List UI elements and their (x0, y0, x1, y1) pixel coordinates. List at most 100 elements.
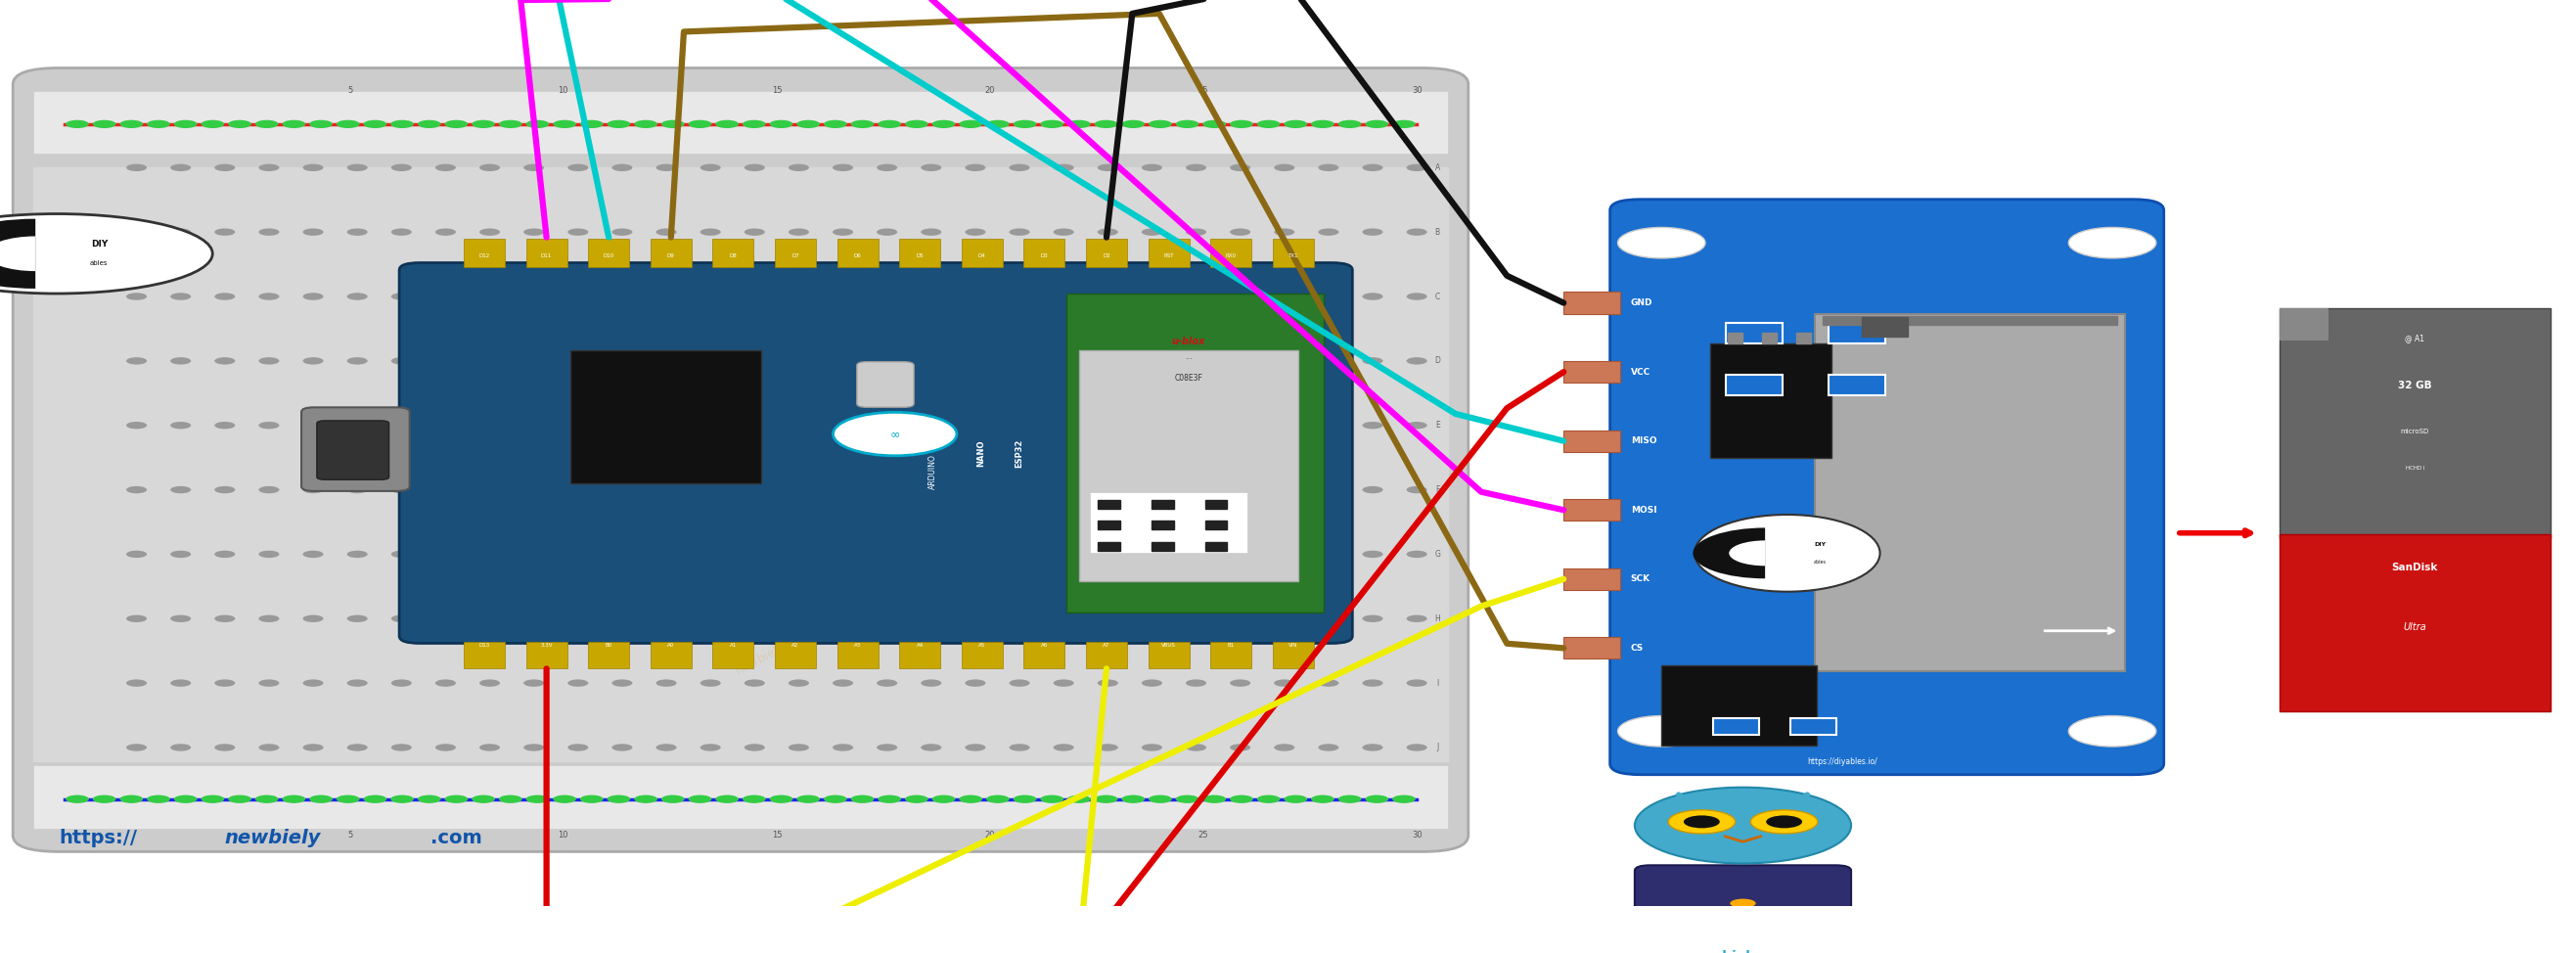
Circle shape (1319, 357, 1340, 365)
Circle shape (876, 679, 896, 687)
Circle shape (304, 164, 325, 172)
Circle shape (688, 120, 711, 129)
Circle shape (1203, 120, 1226, 129)
Text: D: D (1435, 356, 1440, 365)
Circle shape (716, 795, 739, 803)
Circle shape (1275, 615, 1296, 622)
Circle shape (744, 164, 765, 172)
Text: 20: 20 (984, 831, 994, 840)
Circle shape (920, 615, 940, 622)
Bar (775, 641, 817, 669)
Circle shape (1311, 795, 1334, 803)
Circle shape (613, 229, 634, 235)
Circle shape (392, 120, 415, 129)
Circle shape (348, 679, 368, 687)
Circle shape (523, 551, 544, 558)
Text: 25: 25 (1198, 831, 1208, 840)
Bar (1273, 641, 1314, 669)
Bar (464, 641, 505, 669)
Circle shape (175, 120, 198, 129)
Circle shape (1275, 679, 1296, 687)
Circle shape (788, 744, 809, 751)
Circle shape (1097, 551, 1118, 558)
Circle shape (878, 795, 902, 803)
Circle shape (304, 422, 325, 429)
Circle shape (933, 795, 956, 803)
Bar (1090, 493, 1247, 554)
Circle shape (1363, 551, 1383, 558)
Circle shape (392, 551, 412, 558)
Circle shape (304, 293, 325, 300)
Circle shape (214, 164, 234, 172)
Text: https://: https:// (59, 828, 137, 847)
Circle shape (67, 120, 88, 129)
Circle shape (126, 744, 147, 751)
Circle shape (580, 120, 603, 129)
Circle shape (523, 679, 544, 687)
Circle shape (309, 120, 332, 129)
Circle shape (435, 486, 456, 494)
Circle shape (258, 486, 278, 494)
Circle shape (1054, 422, 1074, 429)
Circle shape (1337, 120, 1360, 129)
Circle shape (1406, 357, 1427, 365)
Circle shape (876, 229, 896, 235)
Circle shape (348, 551, 368, 558)
Circle shape (966, 357, 987, 365)
Bar (714, 238, 755, 267)
Circle shape (1406, 744, 1427, 751)
Circle shape (1054, 164, 1074, 172)
Circle shape (258, 164, 278, 172)
Text: MOSI: MOSI (1631, 506, 1656, 515)
Bar (587, 238, 629, 267)
Text: 30: 30 (1412, 86, 1422, 95)
Circle shape (567, 164, 587, 172)
Circle shape (304, 615, 325, 622)
Circle shape (214, 422, 234, 429)
Circle shape (958, 795, 981, 803)
Circle shape (309, 795, 332, 803)
Text: 15: 15 (773, 86, 781, 95)
Circle shape (479, 486, 500, 494)
Circle shape (258, 357, 278, 365)
Circle shape (876, 357, 896, 365)
Circle shape (1141, 229, 1162, 235)
Circle shape (744, 679, 765, 687)
Circle shape (126, 422, 147, 429)
Circle shape (1275, 293, 1296, 300)
Circle shape (258, 422, 278, 429)
Circle shape (1185, 164, 1206, 172)
Bar (1273, 238, 1314, 267)
Circle shape (1229, 744, 1249, 751)
Circle shape (701, 229, 721, 235)
Text: E: E (1435, 421, 1440, 430)
Circle shape (1185, 422, 1206, 429)
Circle shape (1054, 357, 1074, 365)
Text: C08E3F: C08E3F (1175, 374, 1203, 382)
Polygon shape (2280, 308, 2329, 340)
Bar (1829, 323, 1886, 343)
Text: SanDisk: SanDisk (2393, 562, 2437, 572)
Circle shape (229, 795, 252, 803)
Circle shape (526, 795, 549, 803)
Circle shape (567, 744, 587, 751)
Circle shape (850, 795, 873, 803)
Circle shape (832, 486, 853, 494)
Circle shape (1319, 551, 1340, 558)
Circle shape (67, 795, 88, 803)
Circle shape (1731, 899, 1757, 908)
Wedge shape (1728, 540, 1765, 566)
Circle shape (1054, 679, 1074, 687)
Circle shape (1010, 293, 1030, 300)
Circle shape (657, 357, 677, 365)
Circle shape (613, 164, 634, 172)
Bar (1079, 351, 1298, 581)
Circle shape (446, 120, 469, 129)
Bar (961, 238, 1002, 267)
Circle shape (958, 120, 981, 129)
Circle shape (126, 679, 147, 687)
Text: ables: ables (1814, 559, 1826, 564)
Circle shape (832, 164, 853, 172)
Circle shape (479, 679, 500, 687)
Circle shape (876, 164, 896, 172)
